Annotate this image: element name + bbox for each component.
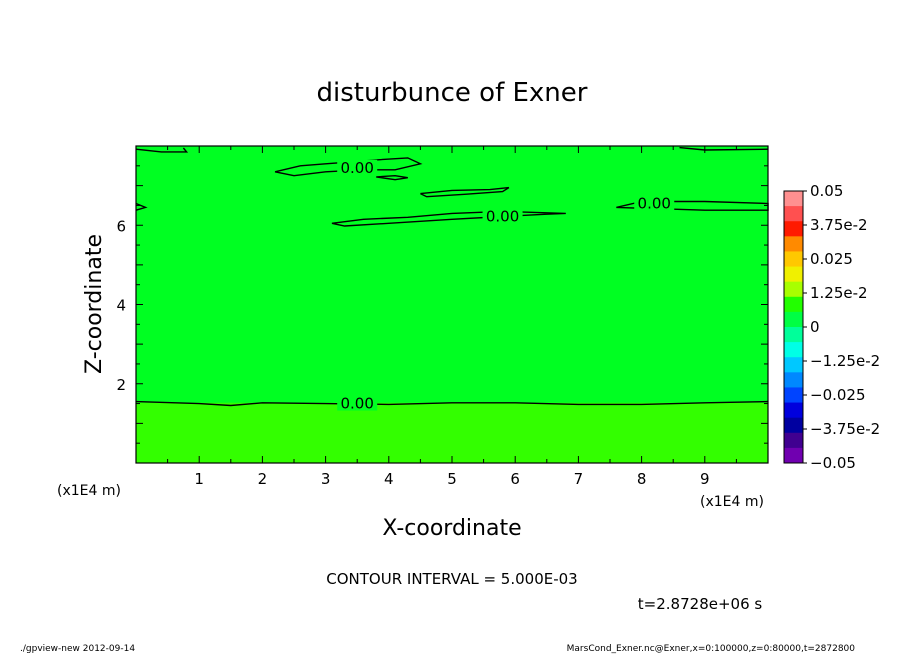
x-tick-label-2: 2 — [258, 470, 268, 488]
y-tick-label-6: 6 — [116, 217, 126, 235]
x-tick-label-3: 3 — [321, 470, 331, 488]
contour-label-bg-5 — [634, 195, 675, 211]
y-tick-label-2: 2 — [116, 376, 126, 394]
contour-label-4: 0.00 — [486, 208, 519, 226]
colorbar-label: −1.25e-2 — [810, 352, 880, 370]
x-axis-ticks: 1 2 3 4 5 6 7 8 9 — [135, 146, 769, 488]
x-tick-label-4: 4 — [384, 470, 394, 488]
contour-label-bg-4 — [482, 208, 523, 224]
time-note: t=2.8728e+06 s — [638, 595, 763, 613]
colorbar-segment-14 — [784, 402, 803, 419]
colorbar-segment-9 — [784, 327, 803, 343]
contour-line-0 — [135, 400, 769, 407]
colorbar-label: 0.025 — [810, 250, 853, 268]
x-axis-label: X-coordinate — [382, 516, 521, 541]
x-unit-right: (x1E4 m) — [700, 494, 764, 510]
x-tick-label-8: 8 — [637, 470, 647, 488]
colorbar-label: −3.75e-2 — [810, 420, 880, 438]
colorbar-segment-3 — [784, 236, 803, 252]
contour-label-1: 0.00 — [340, 159, 373, 177]
colorbar-segment-4 — [784, 251, 803, 268]
colorbar-segment-11 — [784, 357, 803, 373]
colorbar-label: 3.75e-2 — [810, 216, 868, 234]
contour-line-8 — [135, 202, 148, 211]
contour-interval-note: CONTOUR INTERVAL = 5.000E-03 — [326, 570, 577, 588]
colorbar-label: −0.05 — [810, 454, 856, 472]
y-axis-label: Z-coordinate — [82, 234, 107, 374]
colorbar-segment-7 — [784, 296, 803, 313]
contour-line-1 — [274, 157, 423, 177]
colorbar-segment-1 — [784, 206, 803, 222]
contour-line-2 — [376, 174, 408, 181]
footer-left: ./gpview-new 2012-09-14 — [20, 644, 135, 654]
contour-label-5: 0.00 — [638, 194, 671, 212]
colorbar-segment-8 — [784, 311, 803, 328]
colorbar-segment-16 — [784, 432, 803, 449]
colorbar-segment-0 — [784, 191, 803, 207]
colorbar-segment-5 — [784, 266, 803, 283]
colorbar-segment-10 — [784, 342, 803, 358]
colorbar-segment-13 — [784, 387, 803, 404]
contour-label-0: 0.00 — [340, 395, 373, 413]
colorbar-segment-12 — [784, 372, 803, 388]
contour-line-3 — [420, 186, 510, 198]
colorbar-label: −0.025 — [810, 386, 866, 404]
contour-line-4 — [331, 210, 566, 227]
field-fill-lower — [136, 402, 768, 463]
colorbar-segment-2 — [784, 221, 803, 237]
colorbar: 0.05 3.75e-2 0.025 1.25e-2 0 −1.25e-2 −0.025 −3… — [783, 182, 880, 472]
x-tick-label-1: 1 — [194, 470, 204, 488]
colorbar-segment-15 — [784, 417, 803, 434]
x-unit-left: (x1E4 m) — [57, 483, 121, 499]
colorbar-segment-17 — [784, 447, 803, 464]
y-axis-ticks: 2 4 6 — [116, 145, 768, 464]
x-tick-label-6: 6 — [510, 470, 520, 488]
colorbar-label: 0 — [810, 318, 820, 336]
x-tick-label-9: 9 — [700, 470, 710, 488]
contour-label-bg-0 — [337, 395, 378, 411]
colorbar-label: 1.25e-2 — [810, 284, 868, 302]
y-tick-label-4: 4 — [116, 297, 126, 315]
plot-area: 0.00 0.00 0.00 0.00 1 2 3 4 5 6 7 8 9 2 4 6 — [116, 145, 769, 488]
footer-right: MarsCond_Exner.nc@Exner,x=0:100000,z=0:8… — [567, 644, 856, 654]
x-tick-label-5: 5 — [447, 470, 457, 488]
chart-title: disturbunce of Exner — [317, 78, 588, 108]
colorbar-segment-6 — [784, 281, 803, 298]
colorbar-label: 0.05 — [810, 182, 843, 200]
contour-labels: 0.00 0.00 0.00 0.00 — [337, 159, 675, 413]
contour-label-bg-1 — [337, 159, 378, 175]
x-tick-label-7: 7 — [574, 470, 584, 488]
contour-line-6 — [135, 147, 189, 153]
